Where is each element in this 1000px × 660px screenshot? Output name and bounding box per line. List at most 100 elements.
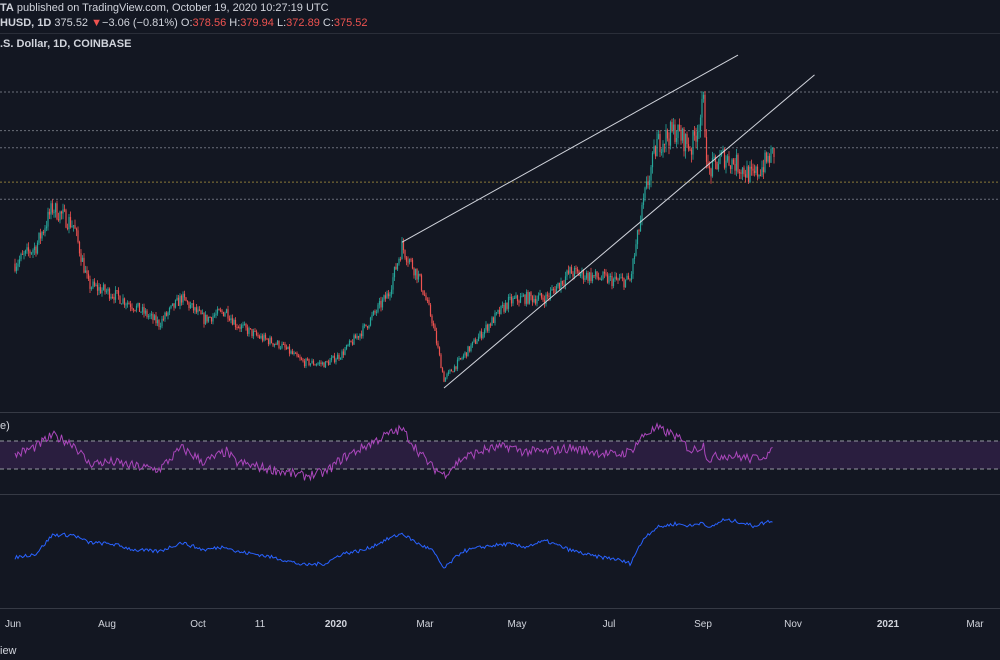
candle [249, 328, 252, 330]
candle [773, 147, 775, 164]
candle [425, 292, 427, 301]
candle [399, 256, 402, 262]
candle [38, 232, 40, 245]
candle [341, 349, 343, 360]
time-tick-label: 11 [255, 619, 266, 630]
candle [567, 265, 570, 275]
candle [588, 271, 591, 285]
trendline-0[interactable] [401, 54, 739, 243]
candle [753, 164, 756, 177]
candle [369, 316, 372, 327]
candle [680, 125, 682, 145]
time-axis[interactable]: Jun Aug Oct 11 2020 Mar May Jul Sep Nov 2021 Mar [5, 619, 984, 630]
candle [294, 351, 297, 354]
candle [192, 299, 195, 314]
candle [422, 290, 424, 296]
trendlines[interactable] [401, 54, 815, 389]
candle [636, 229, 639, 249]
candle [531, 295, 534, 306]
candle [611, 271, 613, 290]
candle [273, 343, 276, 348]
candle [360, 330, 363, 339]
candle [206, 314, 208, 324]
candle [719, 149, 721, 165]
candle [156, 316, 159, 327]
candle [483, 328, 486, 338]
candle [633, 253, 636, 265]
candle [200, 309, 202, 315]
candle [545, 292, 547, 307]
candle [503, 302, 505, 314]
candle [672, 117, 675, 135]
candle [240, 323, 243, 332]
candle [597, 272, 600, 281]
candle [201, 309, 204, 315]
candle [756, 164, 759, 181]
candle [327, 359, 330, 366]
candle [759, 169, 762, 177]
candle [135, 303, 138, 313]
candle [339, 357, 342, 360]
candle [486, 323, 489, 333]
candle [516, 294, 519, 305]
candle [665, 124, 667, 153]
candle [705, 129, 708, 169]
candle [479, 330, 481, 339]
candle [198, 306, 201, 312]
symbol-description: .S. Dollar, 1D, COINBASE [0, 38, 132, 50]
candle [165, 311, 168, 317]
candle [53, 209, 55, 218]
candle [707, 154, 709, 169]
candle [717, 158, 720, 172]
candle [429, 303, 432, 317]
candle [441, 366, 444, 373]
candle [743, 165, 745, 177]
open-value: 378.56 [192, 17, 227, 29]
candle [230, 314, 232, 324]
candle [120, 303, 123, 305]
candle [353, 333, 355, 346]
candle [605, 269, 607, 277]
candle [20, 252, 22, 262]
candle [729, 165, 732, 174]
candle [354, 333, 357, 339]
candle [54, 202, 57, 218]
candle [771, 147, 774, 154]
symbol-label: HUSD, 1D [0, 17, 52, 29]
candle [447, 369, 450, 376]
candle [258, 334, 261, 340]
candle [204, 311, 207, 326]
candle [266, 337, 268, 340]
candle [333, 352, 336, 364]
candle [450, 368, 453, 372]
candle [14, 258, 16, 273]
close-value: 375.52 [333, 17, 368, 29]
candle [674, 119, 676, 144]
candle [335, 357, 337, 365]
trendline-1[interactable] [443, 74, 815, 389]
candle [660, 148, 663, 156]
candle [654, 145, 657, 160]
candle [761, 160, 763, 177]
candle [63, 204, 66, 213]
candle [336, 352, 339, 360]
candle [491, 316, 493, 326]
candle [732, 157, 735, 165]
author-name[interactable]: TA [0, 2, 14, 14]
candle [563, 279, 565, 289]
candle [584, 275, 586, 283]
candle [453, 364, 456, 373]
candle [383, 294, 385, 302]
candle [365, 324, 367, 327]
candle [554, 285, 556, 295]
candle [378, 297, 381, 309]
candle [767, 152, 769, 164]
candle [45, 220, 48, 232]
candle [15, 262, 18, 274]
candle [570, 264, 573, 274]
candle [29, 249, 31, 258]
candle [71, 220, 73, 228]
candle [606, 272, 609, 284]
candle [635, 239, 637, 257]
